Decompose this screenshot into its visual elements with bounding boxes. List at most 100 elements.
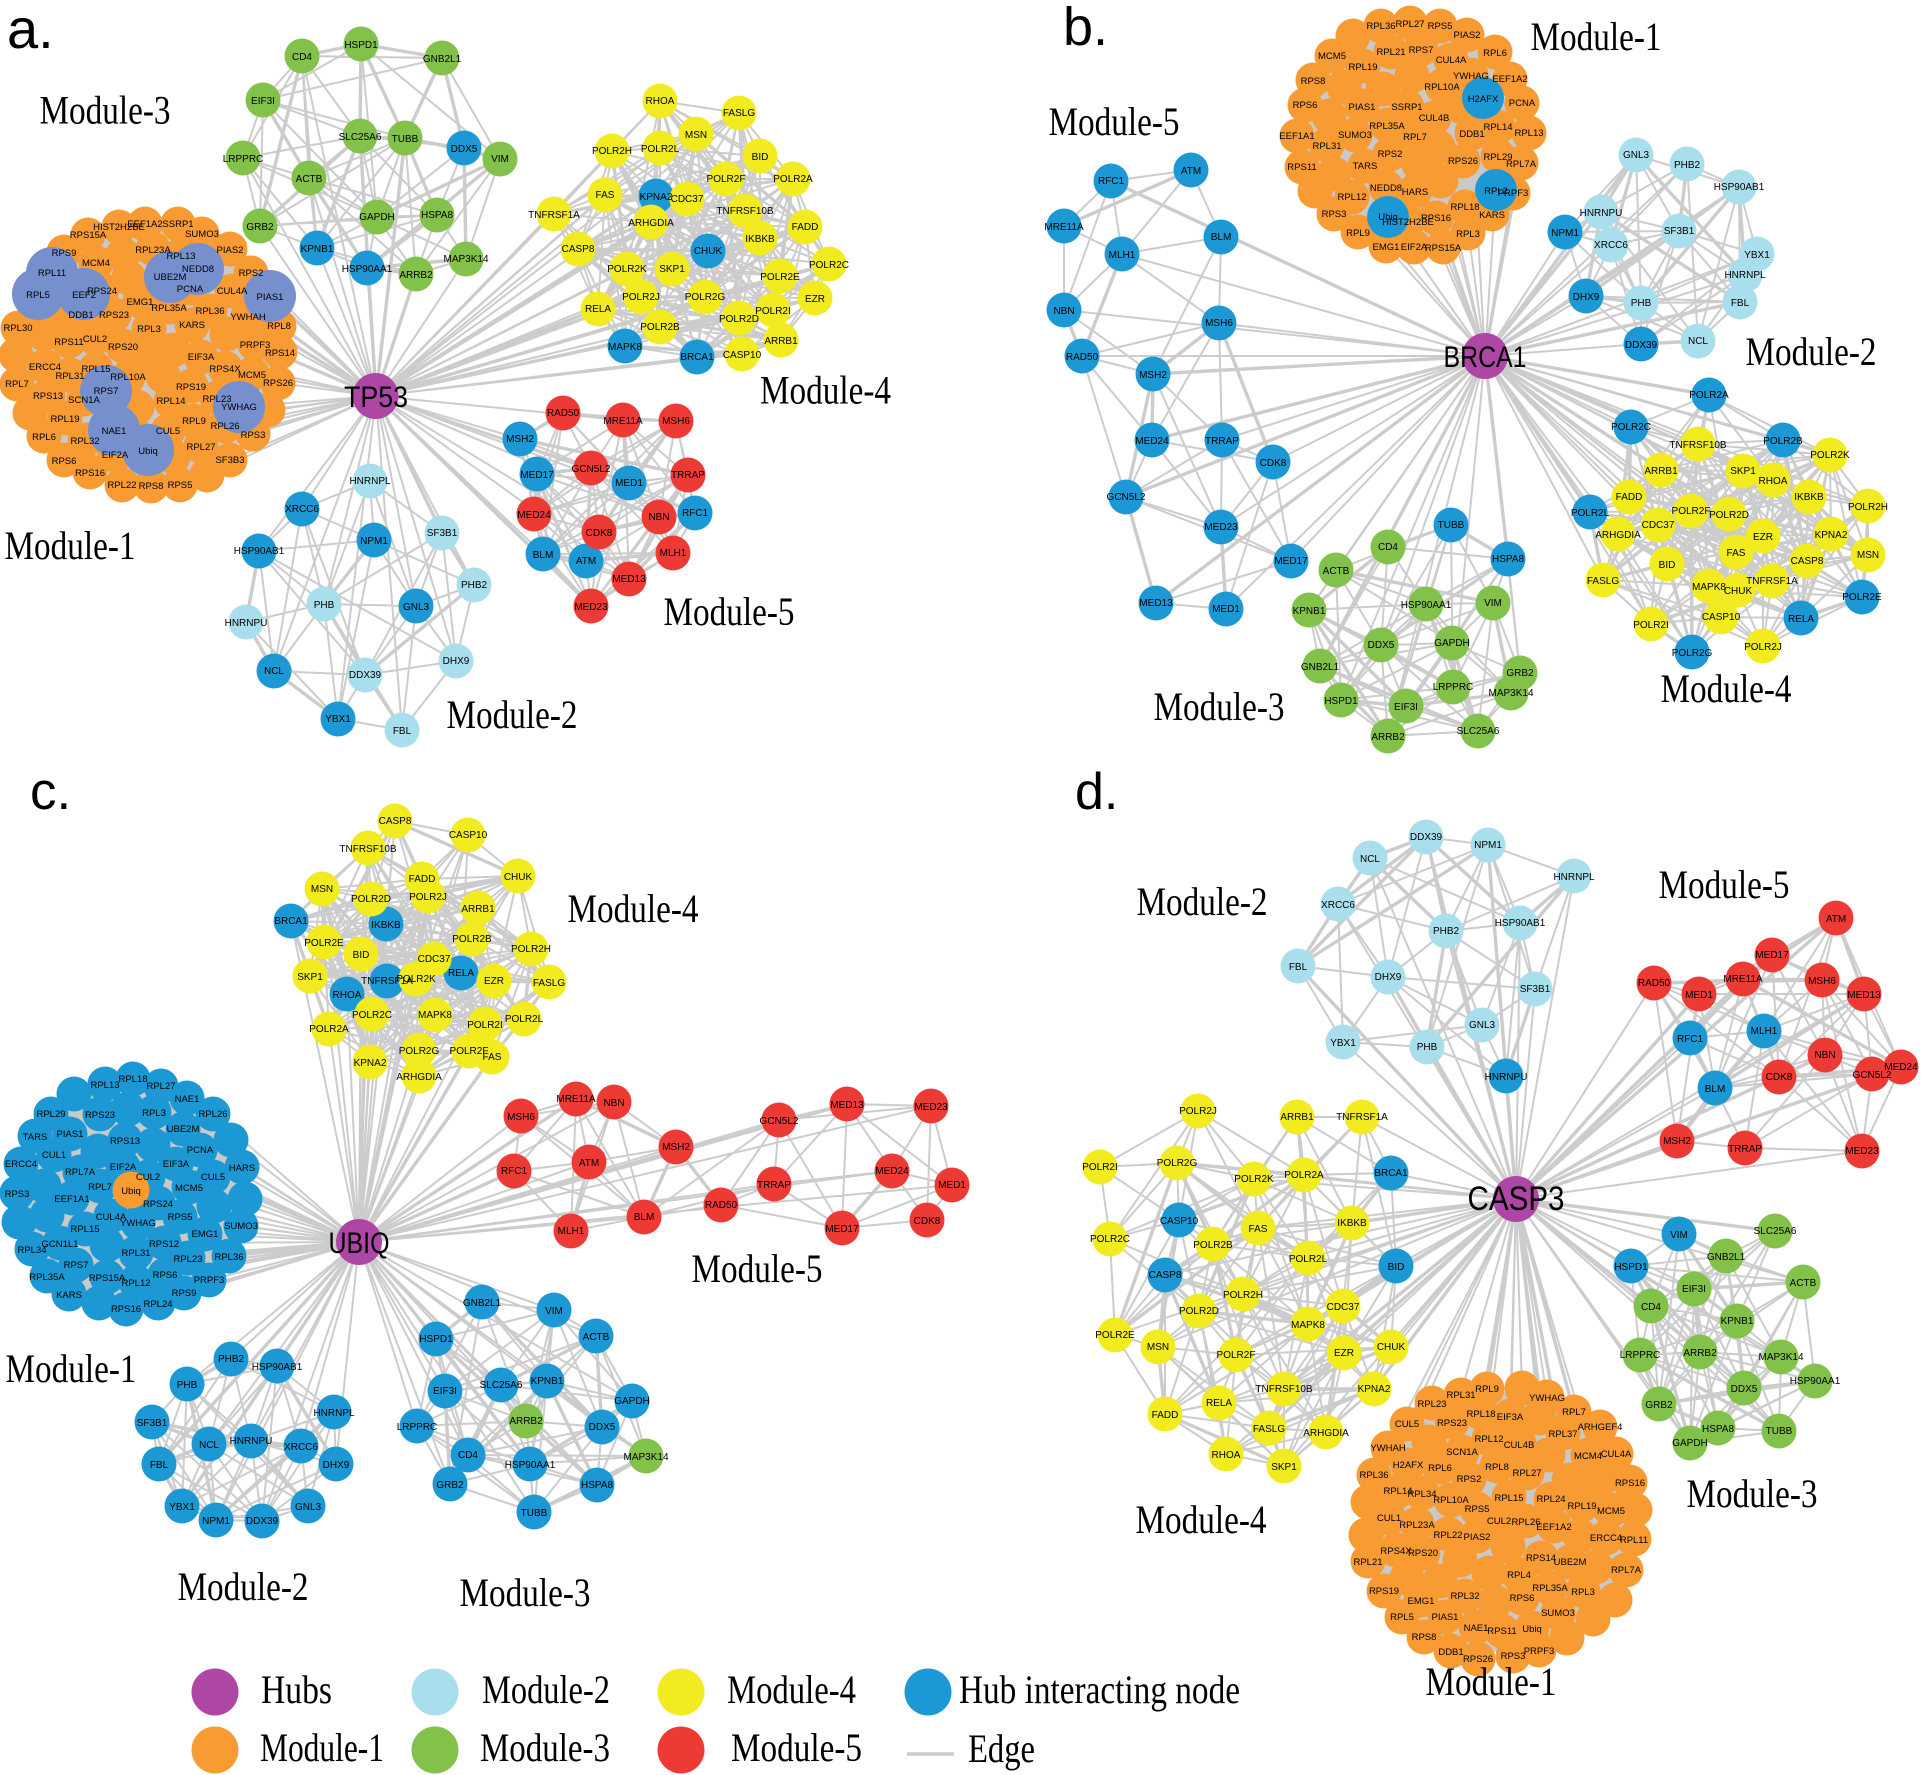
- svg-text:NCL: NCL: [1360, 854, 1380, 865]
- svg-text:POLR2H: POLR2H: [511, 944, 551, 955]
- svg-text:RFC1: RFC1: [1098, 176, 1125, 187]
- svg-text:Module-2: Module-2: [1746, 329, 1877, 374]
- svg-text:FADD: FADD: [1152, 1410, 1179, 1421]
- svg-text:POLR2G: POLR2G: [1672, 648, 1713, 659]
- svg-text:CASP8: CASP8: [562, 244, 595, 255]
- svg-text:PIAS2: PIAS2: [1464, 1532, 1491, 1543]
- svg-text:RPL21: RPL21: [1376, 47, 1405, 58]
- svg-text:RPL26: RPL26: [1511, 1517, 1540, 1528]
- svg-text:RPL36: RPL36: [1359, 1470, 1388, 1481]
- svg-text:POLR2A: POLR2A: [1284, 1170, 1324, 1181]
- svg-text:EZR: EZR: [805, 294, 825, 305]
- svg-text:MED23: MED23: [574, 602, 608, 613]
- svg-text:MRE11A: MRE11A: [1723, 974, 1763, 985]
- svg-text:PRPF3: PRPF3: [1524, 1646, 1555, 1657]
- svg-text:RPS16: RPS16: [1421, 213, 1451, 224]
- svg-text:PIAS2: PIAS2: [1454, 30, 1481, 41]
- svg-text:RPS5: RPS5: [168, 1212, 193, 1223]
- svg-text:Module-1: Module-1: [1531, 14, 1662, 59]
- svg-text:MLH1: MLH1: [1109, 250, 1136, 261]
- svg-text:RHOA: RHOA: [1759, 476, 1788, 487]
- svg-text:HNRNPU: HNRNPU: [1485, 1072, 1528, 1083]
- svg-text:GCN1L1: GCN1L1: [42, 1239, 79, 1250]
- svg-text:MRE11A: MRE11A: [603, 416, 643, 427]
- svg-text:MSH6: MSH6: [507, 1112, 535, 1123]
- svg-text:SKP1: SKP1: [1271, 1462, 1297, 1473]
- svg-text:Module-3: Module-3: [480, 1725, 610, 1770]
- svg-text:HSP90AB1: HSP90AB1: [1714, 182, 1765, 193]
- svg-text:TARS: TARS: [1353, 161, 1378, 172]
- svg-text:RPL3: RPL3: [137, 324, 161, 335]
- svg-text:RPL3: RPL3: [142, 1108, 166, 1119]
- svg-text:RPS11: RPS11: [1487, 1626, 1516, 1637]
- svg-text:HSPD1: HSPD1: [344, 40, 378, 51]
- svg-text:YWHAG: YWHAG: [1529, 1393, 1565, 1404]
- svg-text:TRRAP: TRRAP: [1205, 436, 1239, 447]
- svg-text:EZR: EZR: [1334, 1348, 1354, 1359]
- svg-text:TRRAP: TRRAP: [1728, 1144, 1762, 1155]
- svg-text:RPL9: RPL9: [1346, 228, 1370, 239]
- svg-text:RFC1: RFC1: [1677, 1034, 1704, 1045]
- svg-text:SF3B3: SF3B3: [215, 455, 244, 466]
- svg-text:Module-4: Module-4: [727, 1667, 856, 1712]
- svg-text:MLH1: MLH1: [1751, 1026, 1778, 1037]
- svg-text:HNRNPU: HNRNPU: [225, 618, 268, 629]
- svg-text:EEF1A2: EEF1A2: [1536, 1522, 1571, 1533]
- svg-text:POLR2K: POLR2K: [1234, 1174, 1274, 1185]
- svg-text:RPL32: RPL32: [70, 436, 99, 447]
- svg-text:MSH2: MSH2: [506, 434, 534, 445]
- svg-text:RPS9: RPS9: [172, 1288, 197, 1299]
- svg-text:SLC25A6: SLC25A6: [1457, 726, 1500, 737]
- svg-text:RPS3: RPS3: [241, 430, 266, 441]
- svg-text:CDK8: CDK8: [1260, 458, 1287, 469]
- svg-text:RPL29: RPL29: [36, 1109, 65, 1120]
- svg-text:Module-1: Module-1: [260, 1725, 384, 1770]
- svg-text:EMG1: EMG1: [1408, 1596, 1435, 1607]
- svg-text:BID: BID: [353, 950, 370, 961]
- svg-text:HARS: HARS: [229, 1163, 255, 1174]
- svg-text:EEF1A2: EEF1A2: [127, 219, 162, 230]
- svg-text:RPL13: RPL13: [1514, 128, 1543, 139]
- svg-text:POLR2D: POLR2D: [719, 314, 759, 325]
- svg-text:VIM: VIM: [1670, 1230, 1688, 1241]
- svg-text:YBX1: YBX1: [325, 714, 351, 725]
- svg-text:MED23: MED23: [914, 1102, 948, 1113]
- svg-text:SKP1: SKP1: [1730, 466, 1756, 477]
- svg-text:RPS4X: RPS4X: [209, 364, 241, 375]
- svg-text:RPS16: RPS16: [75, 468, 105, 479]
- svg-text:PHB2: PHB2: [1433, 926, 1460, 937]
- svg-text:RPS2: RPS2: [1378, 149, 1403, 160]
- svg-text:RPL34: RPL34: [17, 1245, 46, 1256]
- svg-text:MSH2: MSH2: [662, 1142, 690, 1153]
- svg-text:H2AFX: H2AFX: [1468, 94, 1499, 105]
- svg-text:RPS15A: RPS15A: [1425, 243, 1462, 254]
- svg-text:MAPK8: MAPK8: [1692, 582, 1726, 593]
- svg-text:RPS26: RPS26: [1448, 156, 1478, 167]
- svg-text:MED1: MED1: [938, 1180, 966, 1191]
- svg-text:RPS9: RPS9: [52, 248, 77, 259]
- svg-text:MSN: MSN: [311, 884, 333, 895]
- svg-text:RPL2: RPL2: [1484, 186, 1508, 197]
- svg-text:IKBKB: IKBKB: [371, 920, 401, 931]
- svg-text:GAPDH: GAPDH: [1434, 638, 1470, 649]
- svg-text:DDB1: DDB1: [1459, 129, 1484, 140]
- svg-text:PIAS1: PIAS1: [1349, 102, 1376, 113]
- svg-text:EEF1A1: EEF1A1: [1279, 131, 1314, 142]
- svg-text:POLR2C: POLR2C: [1611, 422, 1651, 433]
- svg-text:DDX5: DDX5: [1731, 1384, 1758, 1395]
- svg-text:GNL3: GNL3: [403, 602, 430, 613]
- svg-text:RAD50: RAD50: [547, 408, 580, 419]
- svg-text:RPS19: RPS19: [1369, 1586, 1399, 1597]
- svg-text:RPL23A: RPL23A: [135, 245, 171, 256]
- svg-text:NCL: NCL: [199, 1440, 219, 1451]
- svg-text:RPL7A: RPL7A: [65, 1167, 96, 1178]
- svg-text:POLR2H: POLR2H: [1223, 1290, 1263, 1301]
- svg-text:YBX1: YBX1: [1330, 1038, 1356, 1049]
- svg-text:CDK8: CDK8: [586, 528, 613, 539]
- svg-text:CUL4A: CUL4A: [1601, 1449, 1632, 1460]
- svg-text:RPL19: RPL19: [1348, 62, 1377, 73]
- svg-text:GCN5L2: GCN5L2: [1107, 492, 1146, 503]
- svg-text:EIF2A: EIF2A: [102, 450, 129, 461]
- svg-text:RPS13: RPS13: [110, 1136, 140, 1147]
- svg-text:MSN: MSN: [1147, 1342, 1169, 1353]
